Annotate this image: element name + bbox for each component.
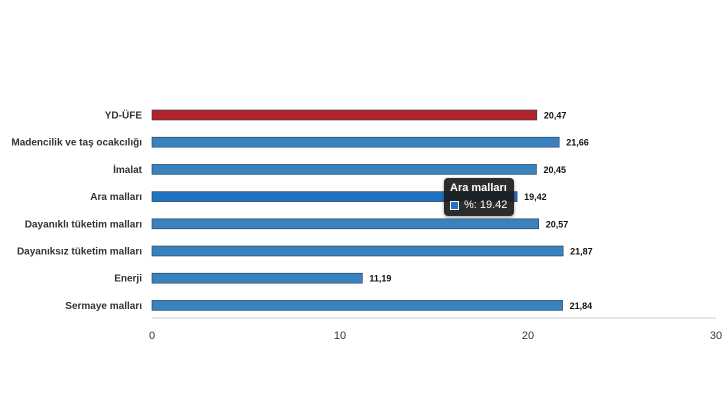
value-label: 20,47 xyxy=(544,111,567,121)
category-label: Dayanıklı tüketim malları xyxy=(25,219,142,230)
tooltip-series-swatch xyxy=(450,200,459,210)
x-tick-label: 20 xyxy=(522,330,534,342)
bar[interactable] xyxy=(151,109,538,121)
x-tick-label: 30 xyxy=(710,330,722,342)
category-label: İmalat xyxy=(113,163,143,176)
bar[interactable] xyxy=(151,164,537,175)
bar[interactable] xyxy=(151,191,518,202)
bar[interactable] xyxy=(151,136,560,148)
category-label: Sermaye malları xyxy=(65,301,142,312)
value-label: 21,66 xyxy=(566,138,589,148)
category-label: Dayanıksız tüketim malları xyxy=(17,247,142,258)
value-label: 19,42 xyxy=(524,192,547,202)
category-label: Ara malları xyxy=(90,192,142,203)
bar[interactable] xyxy=(151,245,564,257)
value-label: 20,57 xyxy=(546,219,569,229)
value-label: 21,87 xyxy=(570,247,593,257)
chart-tooltip: Ara malları %: 19.42 xyxy=(444,178,515,216)
category-label: Madencilik ve taş ocakcılığı xyxy=(11,138,142,149)
value-label: 20,45 xyxy=(543,165,566,175)
category-label: Enerji xyxy=(114,274,142,285)
bars-layer: YD-ÜFE 20,47 Madencilik ve taş ocakcılığı 2… xyxy=(11,109,592,312)
category-label: YD-ÜFE xyxy=(105,109,143,122)
x-tick-label: 10 xyxy=(334,330,346,342)
bar[interactable] xyxy=(151,218,540,230)
tooltip-title: Ara malları xyxy=(450,182,507,194)
value-label: 11,19 xyxy=(369,274,391,284)
bar[interactable] xyxy=(151,300,563,311)
tooltip-row: %: 19.42 xyxy=(450,199,507,211)
x-tick-label: 0 xyxy=(149,330,155,342)
value-label: 21,84 xyxy=(570,301,593,311)
tooltip-value: %: 19.42 xyxy=(464,199,508,211)
bar[interactable] xyxy=(151,272,363,284)
x-axis-ticks: 0 10 20 30 xyxy=(149,330,722,342)
